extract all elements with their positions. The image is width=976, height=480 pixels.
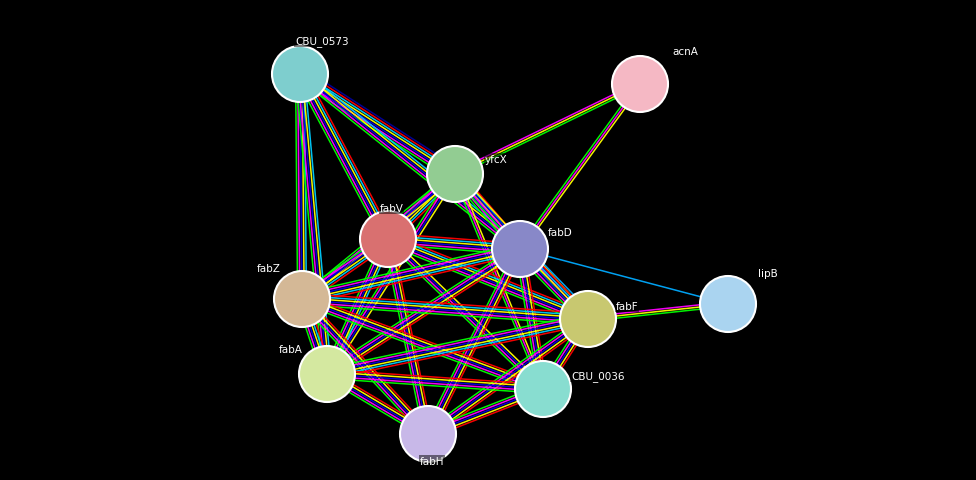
- Circle shape: [274, 271, 330, 327]
- Text: fabA: fabA: [279, 344, 303, 354]
- Circle shape: [400, 406, 456, 462]
- Circle shape: [515, 361, 571, 417]
- Text: fabD: fabD: [548, 228, 573, 238]
- Circle shape: [299, 346, 355, 402]
- Circle shape: [360, 212, 416, 267]
- Circle shape: [612, 57, 668, 113]
- Text: fabZ: fabZ: [257, 264, 281, 274]
- Text: lipB: lipB: [758, 268, 778, 278]
- Circle shape: [492, 222, 548, 277]
- Circle shape: [700, 276, 756, 332]
- Text: acnA: acnA: [672, 47, 698, 57]
- Text: yfcX: yfcX: [485, 155, 508, 165]
- Text: CBU_0573: CBU_0573: [295, 36, 348, 47]
- Circle shape: [427, 147, 483, 203]
- Circle shape: [272, 47, 328, 103]
- Text: CBU_0036: CBU_0036: [571, 371, 625, 381]
- Text: fabH: fabH: [420, 456, 444, 466]
- Text: fabF: fabF: [616, 301, 638, 312]
- Circle shape: [560, 291, 616, 347]
- Text: fabV: fabV: [380, 204, 404, 214]
